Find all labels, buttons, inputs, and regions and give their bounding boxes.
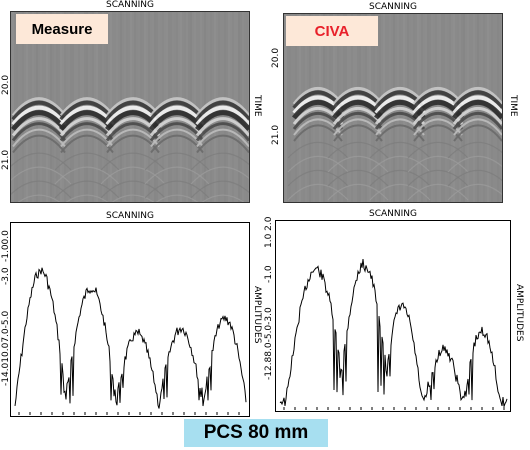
top-right-tick-2: 21.0 (271, 124, 281, 145)
top-left-axis-title: SCANNING (106, 0, 154, 10)
bottom-right-tick-3: -12.88.0-5.0-3.0 (264, 307, 274, 380)
civa-amplitude-panel (275, 220, 511, 412)
bottom-left-tick-2: -3.0 (1, 267, 11, 285)
bottom-right-side-label: AMPLITUDES (514, 284, 524, 342)
bottom-right-tick-2: -1.0 (264, 265, 274, 283)
top-right-axis-title: SCANNING (369, 2, 417, 12)
bottom-right-axis-title: SCANNING (369, 209, 417, 219)
measured-amplitude-panel (10, 222, 250, 417)
pcs-caption: PCS 80 mm (184, 419, 328, 447)
top-left-tick-2: 21.0 (1, 149, 11, 170)
top-left-tick-1: 20.0 (1, 74, 11, 95)
top-left-side-label: TIME (252, 95, 262, 117)
top-right-side-label: TIME (508, 95, 518, 117)
civa-badge: CIVA (286, 16, 378, 46)
bottom-left-tick-1: -1.00.0 (1, 230, 11, 262)
bottom-left-side-label: AMPLITUDES (252, 286, 262, 344)
bottom-right-tick-1: 1.0 2.0 (264, 216, 274, 249)
top-right-tick-1: 20.0 (271, 47, 281, 68)
bottom-left-axis-title: SCANNING (106, 211, 154, 221)
bottom-left-tick-3: -14.010.07.0-5.0 (1, 310, 11, 386)
measure-badge: Measure (16, 14, 108, 44)
